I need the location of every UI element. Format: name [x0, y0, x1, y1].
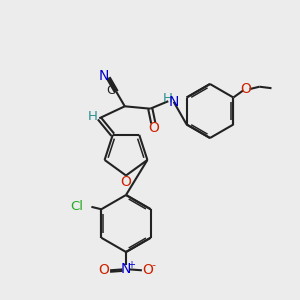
Text: C: C — [106, 84, 115, 97]
Text: O: O — [148, 122, 159, 136]
Text: N: N — [121, 262, 131, 276]
Text: -: - — [151, 260, 155, 271]
Text: H: H — [88, 110, 98, 123]
Text: Cl: Cl — [70, 200, 83, 213]
Text: O: O — [241, 82, 251, 96]
Text: +: + — [128, 260, 135, 270]
Text: N: N — [99, 69, 109, 83]
Text: O: O — [121, 175, 131, 189]
Text: O: O — [142, 263, 153, 277]
Text: N: N — [169, 95, 179, 109]
Text: O: O — [99, 263, 110, 277]
Text: H: H — [163, 92, 172, 105]
